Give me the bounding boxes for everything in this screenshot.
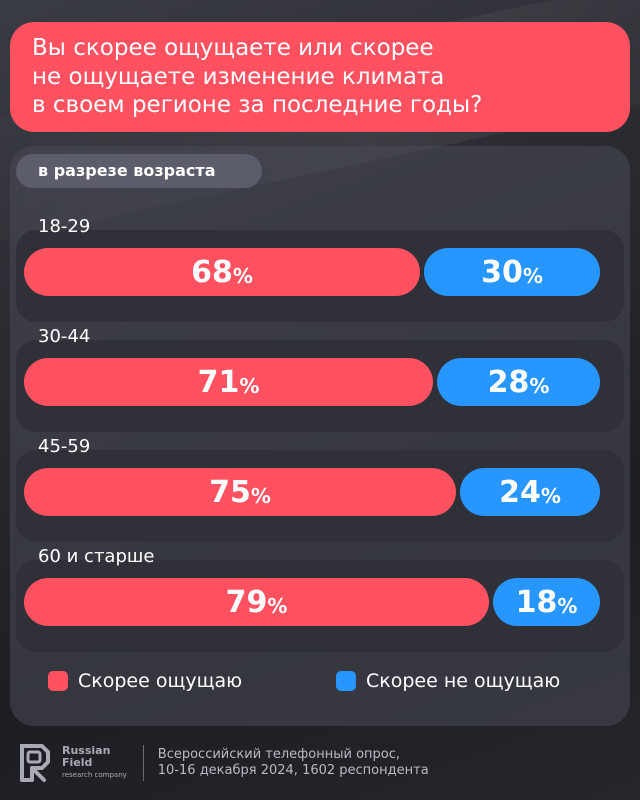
- legend-not-feel-swatch: [336, 671, 356, 691]
- legend-feel: Скорее ощущаю: [48, 670, 242, 692]
- bar-not-feel: 30%: [424, 248, 600, 296]
- breakdown-subtitle: в разрезе возраста: [16, 154, 262, 188]
- logo-wordmark: Russian Field research company: [62, 745, 127, 781]
- bar-not-feel-value: 28: [487, 364, 530, 400]
- bar-feel-unit: %: [232, 264, 253, 288]
- bar-not-feel: 28%: [437, 358, 600, 406]
- bar-feel: 75%: [24, 468, 456, 516]
- bar-not-feel-unit: %: [557, 594, 578, 618]
- question-line-2: не ощущаете изменение климата: [32, 63, 445, 90]
- bar-not-feel-value: 30: [481, 254, 523, 290]
- bar-feel-value: 71: [197, 364, 240, 400]
- bar-feel-value: 75: [209, 474, 251, 510]
- logo-line-1: Russian: [62, 744, 111, 757]
- logo-line-3: research company: [62, 771, 127, 779]
- bar-feel-unit: %: [267, 594, 288, 618]
- bar-not-feel: 18%: [493, 578, 600, 626]
- bar-feel-unit: %: [250, 484, 271, 508]
- bar-not-feel-value: 18: [515, 584, 558, 620]
- question-text: Вы скорее ощущаете или скорее не ощущает…: [32, 34, 592, 120]
- bar-feel: 71%: [24, 358, 433, 406]
- survey-note: Всероссийский телефонный опрос, 10-16 де…: [158, 747, 429, 779]
- bar-feel-value: 68: [191, 254, 233, 290]
- bar-feel: 79%: [24, 578, 489, 626]
- survey-note-line-1: Всероссийский телефонный опрос,: [157, 747, 401, 762]
- logo-line-2: Field: [62, 756, 93, 769]
- bar-feel: 68%: [24, 248, 420, 296]
- footer: Russian Field research company Всероссий…: [14, 738, 429, 788]
- age-group-label: 18-29: [38, 216, 91, 237]
- question-header: Вы скорее ощущаете или скорее не ощущает…: [10, 22, 630, 132]
- survey-note-line-2: 10-16 декабря 2024, 1602 респондента: [157, 763, 429, 778]
- legend-feel-swatch: [48, 671, 68, 691]
- bar-not-feel-value: 24: [499, 474, 541, 510]
- footer-divider: [142, 745, 144, 781]
- bar-not-feel-unit: %: [529, 374, 550, 398]
- bar-feel-unit: %: [239, 374, 260, 398]
- legend-not-feel: Скорее не ощущаю: [336, 670, 560, 692]
- legend-not-feel-label: Скорее не ощущаю: [366, 670, 561, 692]
- question-line-3: в своем регионе за последние годы?: [32, 92, 483, 118]
- age-group-label: 45-59: [38, 436, 91, 457]
- question-line-1: Вы скорее ощущаете или скорее: [32, 35, 434, 61]
- bar-not-feel-unit: %: [522, 264, 543, 288]
- bar-feel-value: 79: [225, 584, 268, 620]
- age-group-label: 60 и старше: [38, 546, 155, 567]
- age-group-label: 30-44: [38, 326, 91, 347]
- russian-field-logo-icon: [20, 744, 50, 782]
- bar-not-feel-unit: %: [540, 484, 561, 508]
- legend-feel-label: Скорее ощущаю: [78, 670, 243, 692]
- bar-not-feel: 24%: [460, 468, 600, 516]
